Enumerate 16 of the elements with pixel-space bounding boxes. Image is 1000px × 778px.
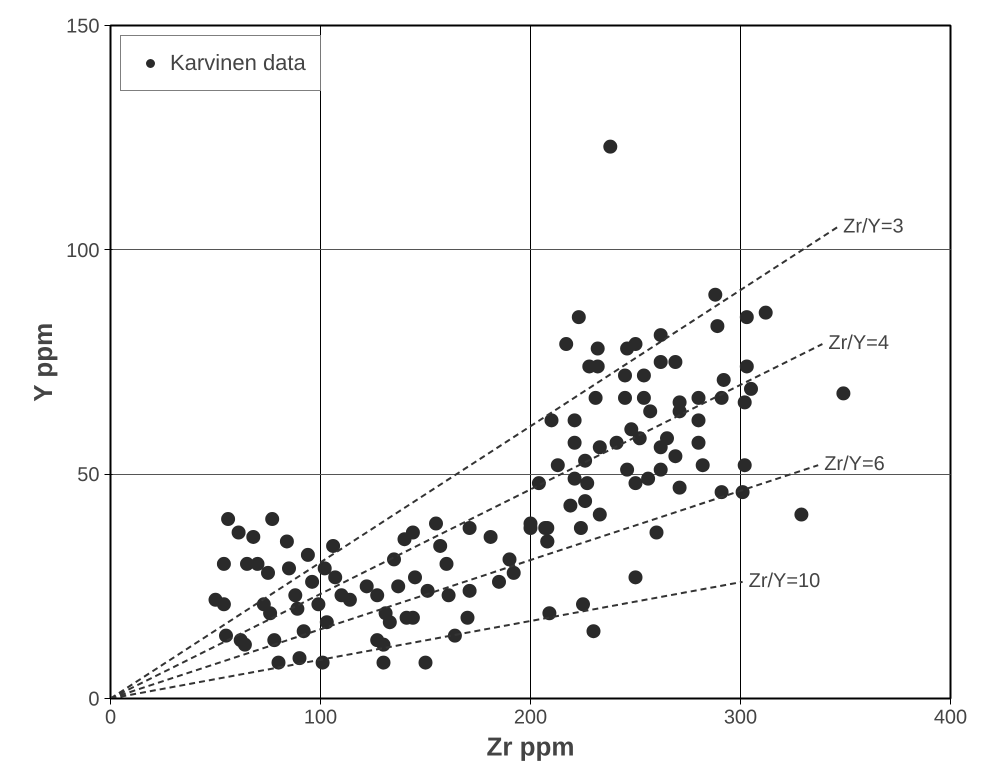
series-label: Zr/Y=3 bbox=[843, 215, 904, 238]
y-tick-label: 150 bbox=[66, 16, 100, 38]
y-tick-label: 100 bbox=[66, 240, 100, 262]
legend-label: Karvinen data bbox=[170, 50, 306, 76]
x-tick-label: 100 bbox=[304, 706, 338, 728]
series-label: Zr/Y=10 bbox=[748, 570, 820, 592]
y-tick-label: 0 bbox=[88, 688, 100, 710]
x-tick-label: 400 bbox=[934, 706, 968, 728]
x-tick-label: 0 bbox=[104, 706, 116, 728]
x-tick-label: 200 bbox=[514, 706, 548, 728]
y-axis-title: Y ppm bbox=[28, 322, 58, 402]
series-label: Zr/Y=4 bbox=[828, 332, 889, 354]
series-label: Zr/Y=6 bbox=[824, 453, 885, 476]
x-tick-label: 300 bbox=[724, 706, 758, 728]
x-axis-title: Zr ppm bbox=[486, 732, 575, 762]
y-tick-label: 50 bbox=[77, 464, 100, 486]
